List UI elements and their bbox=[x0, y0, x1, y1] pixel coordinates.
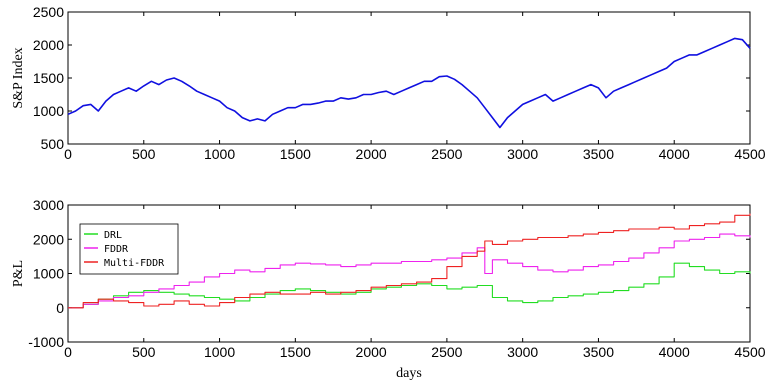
x-tick-label: 500 bbox=[132, 146, 156, 162]
sp-index-panel: 0 500 1000 1500 2000 2500 3000 3500 4000 45005001… bbox=[11, 4, 766, 162]
y-axis-title: S&P Index bbox=[11, 47, 26, 108]
x-tick-label: 2500 bbox=[431, 344, 462, 360]
x-tick-label: 4000 bbox=[659, 146, 690, 162]
legend-label: DRL bbox=[104, 230, 122, 241]
x-tick-label: 0 bbox=[64, 344, 72, 360]
x-tick-label: 2000 bbox=[356, 146, 387, 162]
x-tick-label: 2500 bbox=[431, 146, 462, 162]
y-tick-label: 1000 bbox=[33, 103, 64, 119]
x-tick-label: 2000 bbox=[356, 344, 387, 360]
legend-label: FDDR bbox=[104, 244, 129, 255]
series-line-multi-fddr bbox=[68, 213, 751, 309]
y-tick-label: 2000 bbox=[33, 37, 64, 53]
x-tick-label: 0 bbox=[64, 146, 72, 162]
x-axis-title: days bbox=[396, 366, 422, 380]
y-tick-label: 2500 bbox=[33, 4, 64, 20]
y-tick-label: -1000 bbox=[28, 334, 64, 350]
legend-box bbox=[79, 223, 179, 275]
x-tick-label: 3000 bbox=[507, 344, 538, 360]
x-tick-label: 4000 bbox=[659, 344, 690, 360]
x-tick-label: 3500 bbox=[583, 344, 614, 360]
x-tick-label: 1000 bbox=[204, 344, 235, 360]
x-tick-label: 1500 bbox=[280, 146, 311, 162]
y-axis-title: P&L bbox=[11, 260, 26, 287]
series-line-drl bbox=[68, 262, 751, 309]
x-tick-label: 3000 bbox=[507, 146, 538, 162]
series-line-sp-index bbox=[67, 37, 751, 129]
legend-label: Multi-FDDR bbox=[104, 258, 165, 269]
pnl-panel: 0 500 1000 1500 2000 2500 3000 3500 4000 4500 -100… bbox=[11, 197, 766, 380]
series-line-fddr bbox=[68, 233, 751, 309]
x-tick-label: 1500 bbox=[280, 344, 311, 360]
x-tick-label: 500 bbox=[132, 344, 156, 360]
plot-frame bbox=[67, 11, 751, 145]
x-tick-label: 3500 bbox=[583, 146, 614, 162]
y-tick-label: 1000 bbox=[33, 266, 64, 282]
x-tick-label: 1000 bbox=[204, 146, 235, 162]
x-tick-label: 4500 bbox=[734, 344, 765, 360]
x-tick-label: 4500 bbox=[734, 146, 765, 162]
y-tick-label: 2000 bbox=[33, 231, 64, 247]
y-tick-label: 500 bbox=[41, 136, 65, 152]
y-tick-label: 3000 bbox=[33, 197, 64, 213]
y-tick-label: 1500 bbox=[33, 70, 64, 86]
y-tick-label: 0 bbox=[56, 300, 64, 316]
